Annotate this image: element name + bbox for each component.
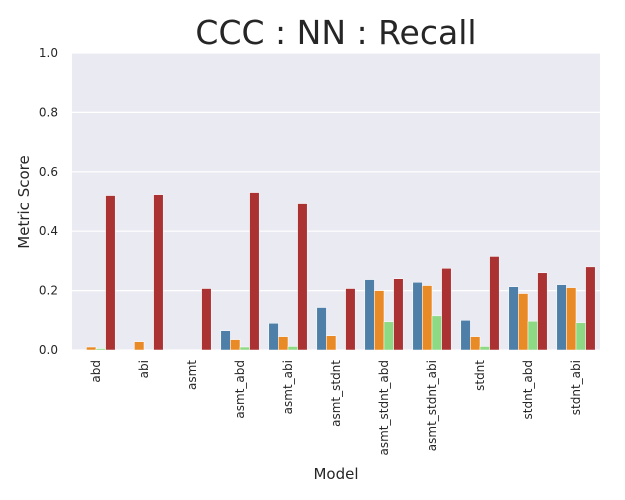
x-tick-labels: abd abi asmt asmt_abd asmt_abi asmt_stdnt asmt… (89, 360, 583, 456)
bar-asmt_abd-series-4 (249, 192, 260, 351)
x-tick-label: asmt_abi (281, 360, 295, 414)
bar-asmt_stdnt_abd-series-2 (374, 290, 385, 351)
bar-asmt_stdnt_abd-series-1 (364, 279, 375, 351)
x-tick-label: asmt_stdnt_abd (377, 360, 391, 455)
bar-asmt_stdnt_abi-series-2 (422, 285, 433, 351)
bar-asmt_abd-series-1 (220, 330, 231, 351)
bar-abi-series-2 (134, 341, 145, 351)
bar-stdnt_abd-series-1 (508, 286, 519, 351)
x-tick-label: asmt_abd (233, 360, 247, 419)
bar-asmt_stdnt_abi-series-1 (412, 282, 423, 351)
x-tick-label: asmt_stdnt (329, 360, 343, 427)
x-tick-label: stdnt_abi (569, 360, 583, 415)
bar-stdnt-series-3 (479, 346, 490, 351)
y-axis-label: Metric Score (15, 155, 33, 248)
bar-asmt_abd-series-3 (239, 346, 250, 351)
bars (86, 192, 596, 351)
bar-stdnt_abd-series-4 (537, 272, 548, 351)
bar-abd-series-3 (95, 348, 106, 351)
bar-asmt_abi-series-2 (278, 336, 289, 351)
bar-stdnt_abi-series-4 (585, 266, 596, 351)
bar-asmt_stdnt_abd-series-3 (383, 321, 394, 351)
bar-asmt_stdnt-series-4 (345, 288, 356, 351)
bar-asmt_stdnt-series-2 (326, 335, 337, 351)
bar-asmt_stdnt_abi-series-3 (431, 315, 442, 351)
x-tick-label: asmt (185, 360, 199, 390)
bar-asmt_abi-series-4 (297, 203, 308, 351)
bar-asmt_stdnt-series-1 (316, 307, 327, 351)
x-tick-label: stdnt (473, 360, 487, 391)
y-tick-label: 0.8 (39, 105, 58, 119)
bar-stdnt_abi-series-3 (575, 322, 586, 351)
x-axis-label: Model (313, 465, 358, 483)
y-tick-label: 1.0 (39, 46, 58, 60)
bar-abd-series-4 (105, 195, 116, 351)
bar-stdnt-series-1 (460, 320, 471, 351)
bar-asmt_abd-series-2 (230, 339, 241, 351)
bar-abi-series-4 (153, 194, 164, 351)
y-tick-label: 0.6 (39, 165, 58, 179)
x-tick-label: asmt_stdnt_abi (425, 360, 439, 451)
x-tick-label: stdnt_abd (521, 360, 535, 419)
bar-stdnt-series-2 (470, 336, 481, 351)
bar-asmt-series-4 (201, 288, 212, 351)
y-tick-label: 0.4 (39, 224, 58, 238)
y-tick-label: 0.2 (39, 284, 58, 298)
bar-abd-series-2 (86, 346, 97, 351)
x-tick-label: abi (137, 360, 151, 378)
chart-title: CCC : NN : Recall (195, 13, 476, 52)
bar-stdnt_abd-series-2 (518, 293, 529, 351)
x-tick-label: abd (89, 360, 103, 383)
bar-stdnt_abi-series-1 (556, 284, 567, 351)
bar-stdnt_abi-series-2 (566, 287, 577, 351)
bar-asmt_abi-series-1 (268, 323, 279, 351)
bar-stdnt-series-4 (489, 256, 500, 351)
bar-asmt_abi-series-3 (287, 346, 298, 351)
bar-asmt_stdnt_abi-series-4 (441, 268, 452, 351)
y-tick-label: 0.0 (39, 343, 58, 357)
y-tick-labels: 0.0 0.2 0.4 0.6 0.8 1.0 (39, 46, 58, 357)
bar-stdnt_abd-series-3 (527, 320, 538, 351)
bar-asmt_stdnt_abd-series-4 (393, 278, 404, 351)
